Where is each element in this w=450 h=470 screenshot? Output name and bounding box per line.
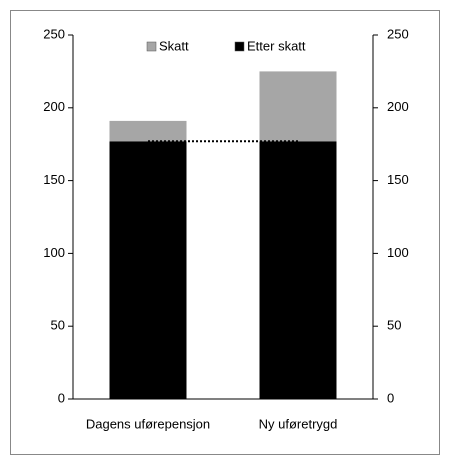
x-tick-label: Dagens uførepensjon (86, 416, 210, 431)
y-tick-label: 100 (43, 245, 65, 260)
y-tick-label: 200 (43, 99, 65, 114)
bar-segment (109, 120, 187, 142)
bar-segment (259, 141, 337, 399)
bar-segment (259, 71, 337, 142)
y2-tick-label: 150 (387, 172, 409, 187)
y2-tick-label: 250 (387, 26, 409, 41)
x-tick-label: Ny uføretrygd (259, 416, 338, 431)
y-tick-label: 250 (43, 26, 65, 41)
legend-label: Etter skatt (247, 38, 306, 53)
y-tick-label: 150 (43, 172, 65, 187)
y2-tick-label: 100 (387, 245, 409, 260)
y2-tick-label: 50 (387, 318, 401, 333)
bar-segment (109, 141, 187, 399)
y-tick-label: 0 (58, 390, 65, 405)
y-tick-label: 50 (51, 318, 65, 333)
chart-frame (10, 10, 440, 455)
y2-tick-label: 200 (387, 99, 409, 114)
legend-swatch (234, 41, 245, 52)
y2-tick-label: 0 (387, 390, 394, 405)
legend-label: Skatt (159, 38, 189, 53)
legend-swatch (146, 41, 157, 52)
